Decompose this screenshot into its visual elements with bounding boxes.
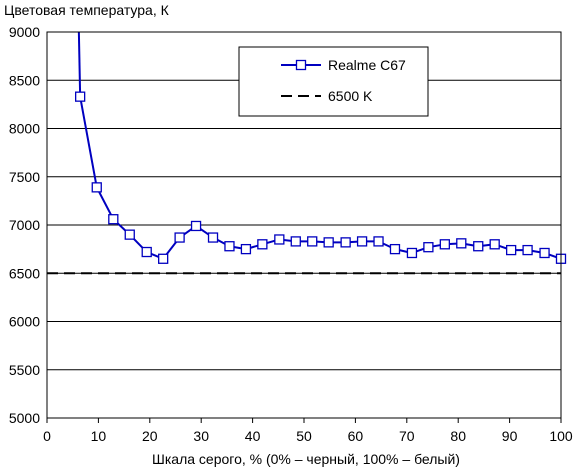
data-point <box>356 236 368 247</box>
data-point <box>141 246 152 258</box>
data-point <box>257 239 268 250</box>
data-point <box>539 247 550 259</box>
y-tick-labels: 5000 5500 6000 6500 7000 7500 8000 8500 9000 <box>9 24 40 426</box>
data-point <box>290 236 301 247</box>
series-group <box>75 31 567 264</box>
x-axis-title: Шкала серого, % (0% – черный, 100% – бел… <box>152 451 460 467</box>
data-point <box>158 253 169 264</box>
data-point <box>108 214 119 225</box>
y-tick-label: 6000 <box>9 314 40 330</box>
x-tick-label: 50 <box>296 428 312 444</box>
data-point <box>323 237 334 248</box>
data-point <box>373 236 384 247</box>
data-point <box>389 243 401 255</box>
y-tick-label: 8500 <box>9 72 40 88</box>
data-point <box>340 237 351 248</box>
x-tick-label: 70 <box>399 428 415 444</box>
data-point <box>423 242 434 253</box>
x-tick-label: 20 <box>142 428 158 444</box>
y-axis-title: Цветовая температура, К <box>4 2 170 18</box>
data-point <box>307 236 318 247</box>
x-tick-label: 100 <box>549 428 573 444</box>
legend: Realme C67 6500 K <box>238 46 429 117</box>
data-point <box>91 182 102 193</box>
x-tick-label: 60 <box>348 428 364 444</box>
data-point <box>473 241 484 252</box>
data-point <box>240 243 252 255</box>
legend-label-realme-c67: Realme C67 <box>328 57 406 73</box>
y-tick-label: 8000 <box>9 121 40 137</box>
x-tick-label: 0 <box>43 428 51 444</box>
x-tick-label: 80 <box>450 428 466 444</box>
y-tick-label: 5500 <box>9 362 40 378</box>
series-lead-in <box>77 31 82 97</box>
legend-label-6500k: 6500 K <box>328 88 373 104</box>
data-point <box>75 91 86 102</box>
data-point <box>406 247 418 259</box>
y-tick-label: 7500 <box>9 169 40 185</box>
data-point <box>456 238 467 249</box>
legend-marker-realme-c67 <box>295 59 307 71</box>
y-tick-label: 6500 <box>9 265 40 281</box>
x-tick-label: 10 <box>91 428 107 444</box>
data-point <box>174 232 185 243</box>
data-point <box>190 220 202 232</box>
y-tick-label: 9000 <box>9 24 40 40</box>
data-point <box>124 229 135 240</box>
series-line-realme-c67 <box>79 96 562 260</box>
data-point <box>522 244 533 256</box>
x-tick-label: 40 <box>245 428 261 444</box>
y-tick-label: 7000 <box>9 217 40 233</box>
x-tick-label: 30 <box>193 428 209 444</box>
y-tick-label: 5000 <box>9 410 40 426</box>
legend-box <box>238 46 429 117</box>
x-tick-label: 90 <box>502 428 518 444</box>
x-tick-labels: 0 10 20 30 40 50 60 70 80 90 100 <box>43 418 573 444</box>
data-point <box>489 239 500 250</box>
data-point <box>439 239 450 250</box>
data-point <box>274 234 285 245</box>
data-point <box>207 232 219 243</box>
data-point <box>224 241 235 252</box>
data-point <box>505 244 517 256</box>
